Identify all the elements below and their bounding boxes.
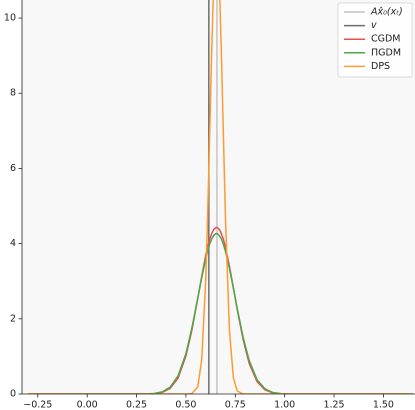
y-tick-label: 4: [10, 238, 16, 249]
y-tick-label: 2: [10, 313, 16, 324]
x-tick-label: 1.50: [373, 400, 394, 410]
legend-box: [337, 2, 413, 78]
legend-label: CGDM: [371, 34, 401, 45]
series-line: [27, 232, 414, 394]
x-tick-label: 1.00: [274, 400, 295, 410]
legend-label: DPS: [371, 61, 390, 72]
x-tick-label: −0.25: [23, 400, 52, 410]
y-tick-label: 0: [10, 389, 16, 400]
x-tick-label: 1.25: [323, 400, 344, 410]
y-tick-label: 6: [10, 163, 16, 174]
x-tick-label: 0.50: [175, 400, 196, 410]
x-tick-label: 0.75: [225, 400, 246, 410]
legend-label: Ax̂₀(xₜ): [370, 7, 403, 18]
series-line: [27, 226, 414, 394]
legend-label: v: [371, 20, 377, 31]
legend-label: ΠGDM: [371, 47, 401, 58]
x-tick-label: 0.00: [77, 400, 98, 410]
y-tick-label: 8: [10, 88, 16, 99]
x-tick-label: 0.25: [126, 400, 147, 410]
y-tick-label: 10: [4, 13, 16, 24]
